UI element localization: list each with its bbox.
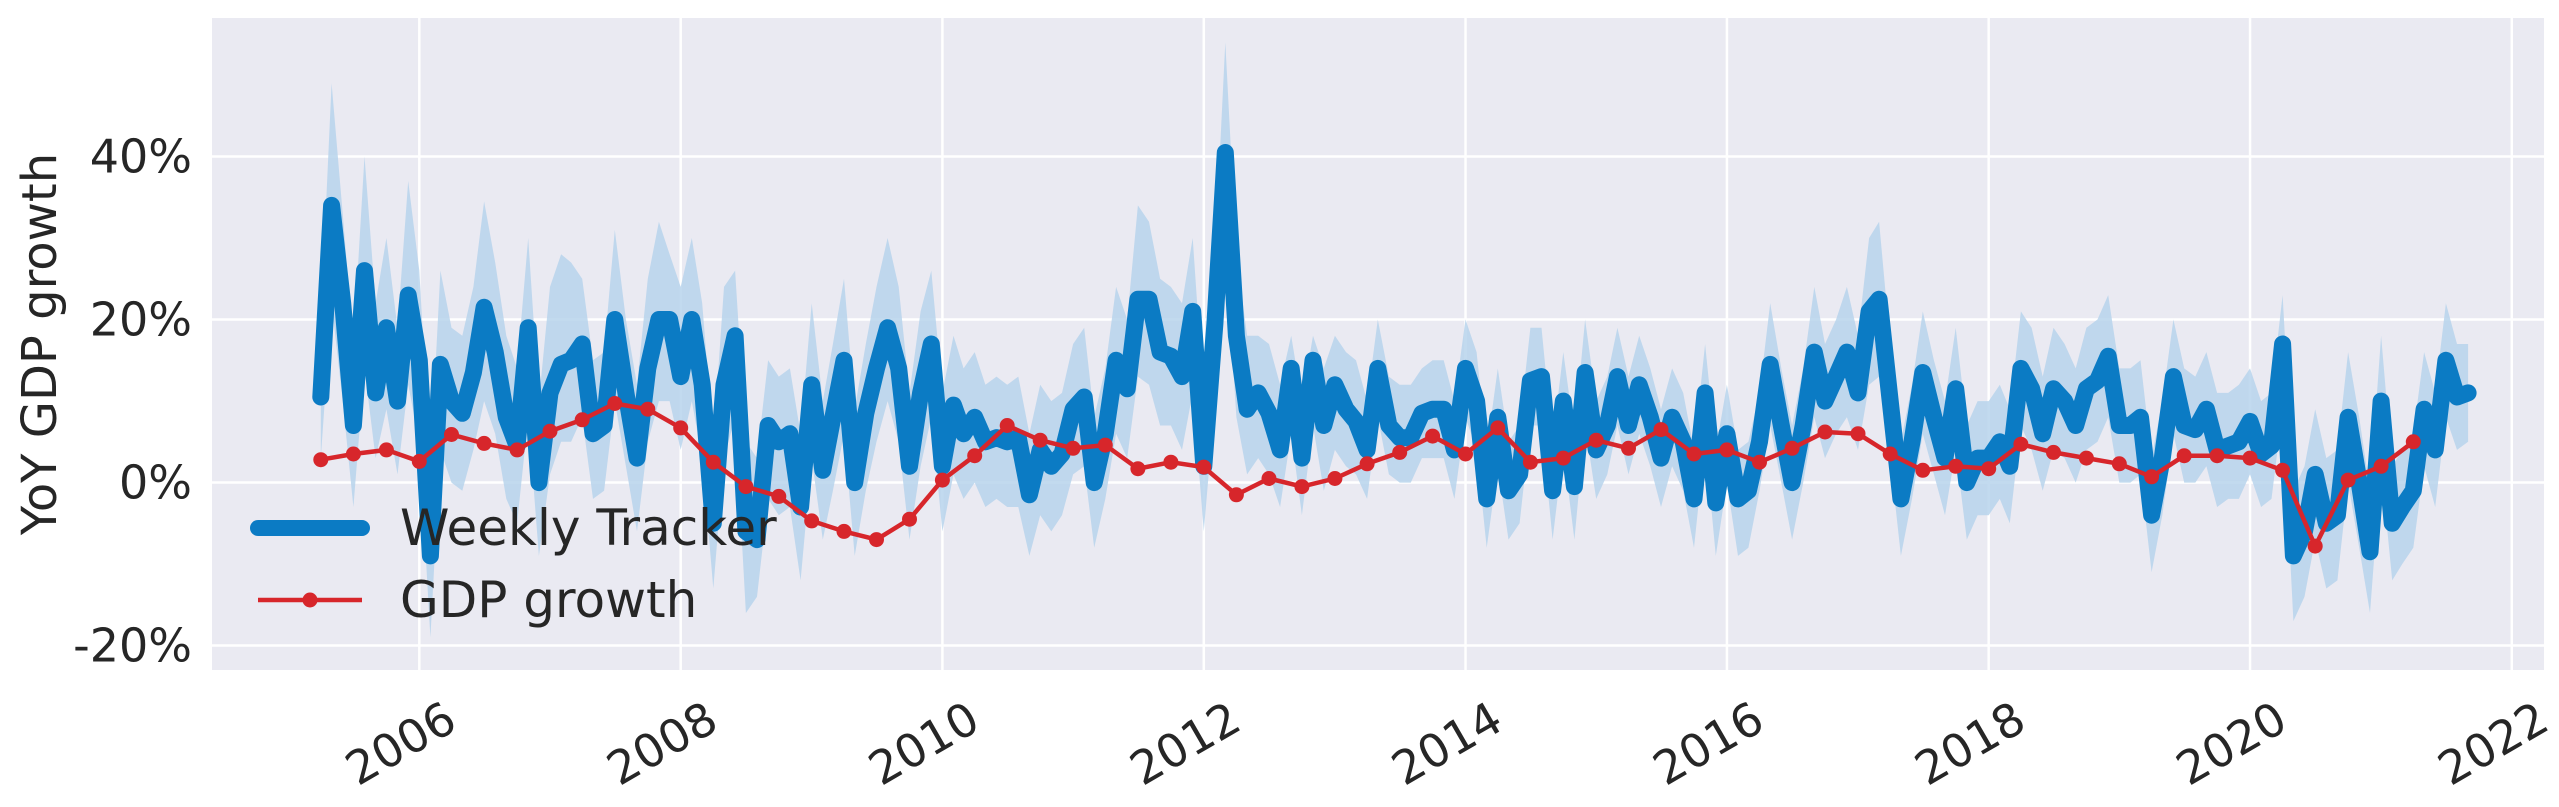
gdp-point	[640, 401, 656, 417]
gdp-point	[2013, 436, 2029, 452]
gdp-point	[1555, 450, 1571, 466]
gdp-point	[1882, 446, 1898, 462]
gdp-point	[1196, 459, 1212, 475]
legend: Weekly Tracker GDP growth	[250, 499, 777, 629]
legend-marker-gdp-growth	[302, 592, 318, 608]
gdp-point	[574, 412, 590, 428]
gdp-point	[1032, 432, 1048, 448]
gdp-point	[1359, 456, 1375, 472]
x-tick-label: 2012	[1121, 691, 1249, 796]
gdp-point	[836, 523, 852, 539]
x-tick-label: 2022	[2429, 691, 2557, 796]
gdp-point	[902, 511, 917, 527]
gdp-point	[705, 454, 721, 470]
x-tick-label: 2010	[860, 691, 988, 796]
gdp-point	[378, 442, 394, 458]
x-tick-label: 2016	[1644, 691, 1772, 796]
gdp-point	[2209, 448, 2225, 464]
y-axis-title: YoY GDP growth	[12, 153, 68, 536]
x-tick-label: 2020	[2167, 691, 2295, 796]
gdp-point	[1981, 461, 1997, 477]
gdp-point	[2078, 450, 2094, 466]
gdp-point	[2111, 456, 2127, 472]
gdp-point	[509, 442, 525, 458]
x-tick-labels: 2006 2008 2010 2012 2014 2016 2018 2020 2022	[336, 691, 2557, 796]
gdp-point	[1588, 432, 1604, 448]
gdp-point	[1948, 458, 1964, 474]
y-tick-label: 40%	[90, 130, 192, 184]
gdp-point	[1065, 440, 1081, 456]
x-tick-label: 2006	[336, 691, 464, 796]
gdp-point	[2242, 450, 2258, 466]
gdp-point	[1327, 471, 1343, 486]
gdp-point	[1686, 446, 1702, 462]
gdp-point	[2144, 469, 2160, 485]
gdp-point	[804, 513, 820, 529]
gdp-point	[1784, 440, 1800, 456]
gdp-point	[738, 479, 754, 495]
tracker-series-line	[312, 144, 2477, 565]
gdp-point	[345, 446, 361, 462]
gdp-point	[607, 396, 623, 411]
gdp-point	[869, 532, 884, 548]
gdp-point	[1850, 426, 1866, 442]
gdp-point	[1294, 479, 1310, 495]
gdp-point	[476, 435, 492, 451]
gdp-point	[2176, 448, 2192, 464]
x-tick-label: 2008	[598, 691, 726, 796]
gdp-point	[1458, 446, 1473, 462]
gdp-point	[1490, 420, 1506, 436]
y-tick-label: 20%	[90, 293, 192, 347]
legend-label-gdp-growth: GDP growth	[400, 571, 697, 629]
gdp-point	[2405, 434, 2421, 450]
gdp-point	[967, 448, 983, 464]
legend-label-weekly-tracker: Weekly Tracker	[400, 499, 777, 557]
gdp-point	[542, 423, 558, 439]
gdp-point	[1522, 454, 1538, 470]
gdp-point	[2275, 462, 2291, 478]
gdp-point	[313, 452, 329, 468]
gdp-point	[2307, 538, 2323, 554]
gdp-point	[1719, 442, 1735, 458]
gdp-point	[999, 418, 1015, 433]
gdp-point	[1621, 440, 1636, 456]
gdp-point	[2340, 472, 2356, 488]
gdp-point	[2373, 458, 2389, 474]
y-tick-label: 0%	[119, 456, 192, 510]
gdp-point	[444, 427, 459, 442]
gdp-point	[1915, 462, 1931, 478]
gdp-point	[771, 488, 787, 504]
gdp-point	[1392, 444, 1408, 460]
gdp-markers	[313, 396, 2421, 554]
gdp-point	[673, 420, 689, 436]
gdp-point	[1228, 487, 1244, 503]
gdp-point	[1130, 461, 1146, 477]
gdp-point	[1163, 454, 1179, 470]
gdp-point	[411, 453, 427, 469]
gdp-point	[1425, 428, 1441, 444]
x-tick-label: 2014	[1383, 691, 1511, 796]
gdp-point	[2046, 444, 2061, 460]
gdp-point	[934, 472, 950, 488]
x-tick-label: 2018	[1906, 691, 2034, 796]
gdp-point	[1097, 437, 1113, 453]
gdp-point	[1817, 424, 1833, 440]
gdp-point	[1752, 454, 1767, 470]
y-tick-label: -20%	[73, 619, 192, 673]
y-tick-labels: -20% 0% 20% 40%	[73, 130, 192, 673]
gdp-point	[1653, 422, 1669, 438]
gdp-point	[1261, 471, 1277, 486]
